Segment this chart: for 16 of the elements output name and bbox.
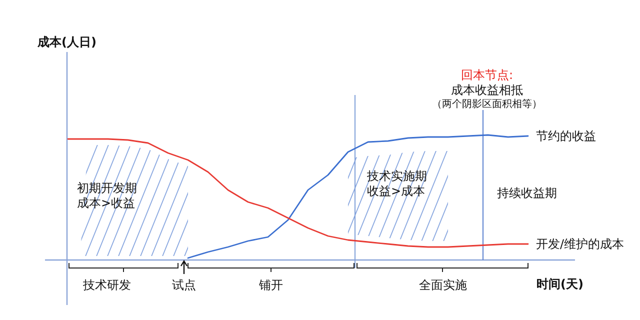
annotation: 技术实施期 <box>366 169 427 183</box>
annotation: 收益>成本 <box>367 184 426 198</box>
annotation: 初期开发期 <box>77 181 137 195</box>
text: 技术研发 <box>82 278 131 292</box>
x-axis-title: 时间(天) <box>536 277 584 291</box>
text: （两个阴影区面积相等） <box>432 98 542 110</box>
series-label: 节约的收益 <box>536 129 596 143</box>
annotation: 持续收益期 <box>497 186 557 200</box>
text: 回本节点: <box>460 68 514 82</box>
text: 铺开 <box>258 278 283 292</box>
text: 成本(人日) <box>36 35 96 49</box>
text: 成本收益相抵 <box>451 83 523 97</box>
series-label: 开发/维护的成本 <box>536 237 624 251</box>
annotation: 成本>收益 <box>77 196 136 210</box>
text: 试点 <box>172 278 196 292</box>
text: 全面实施 <box>419 278 467 292</box>
